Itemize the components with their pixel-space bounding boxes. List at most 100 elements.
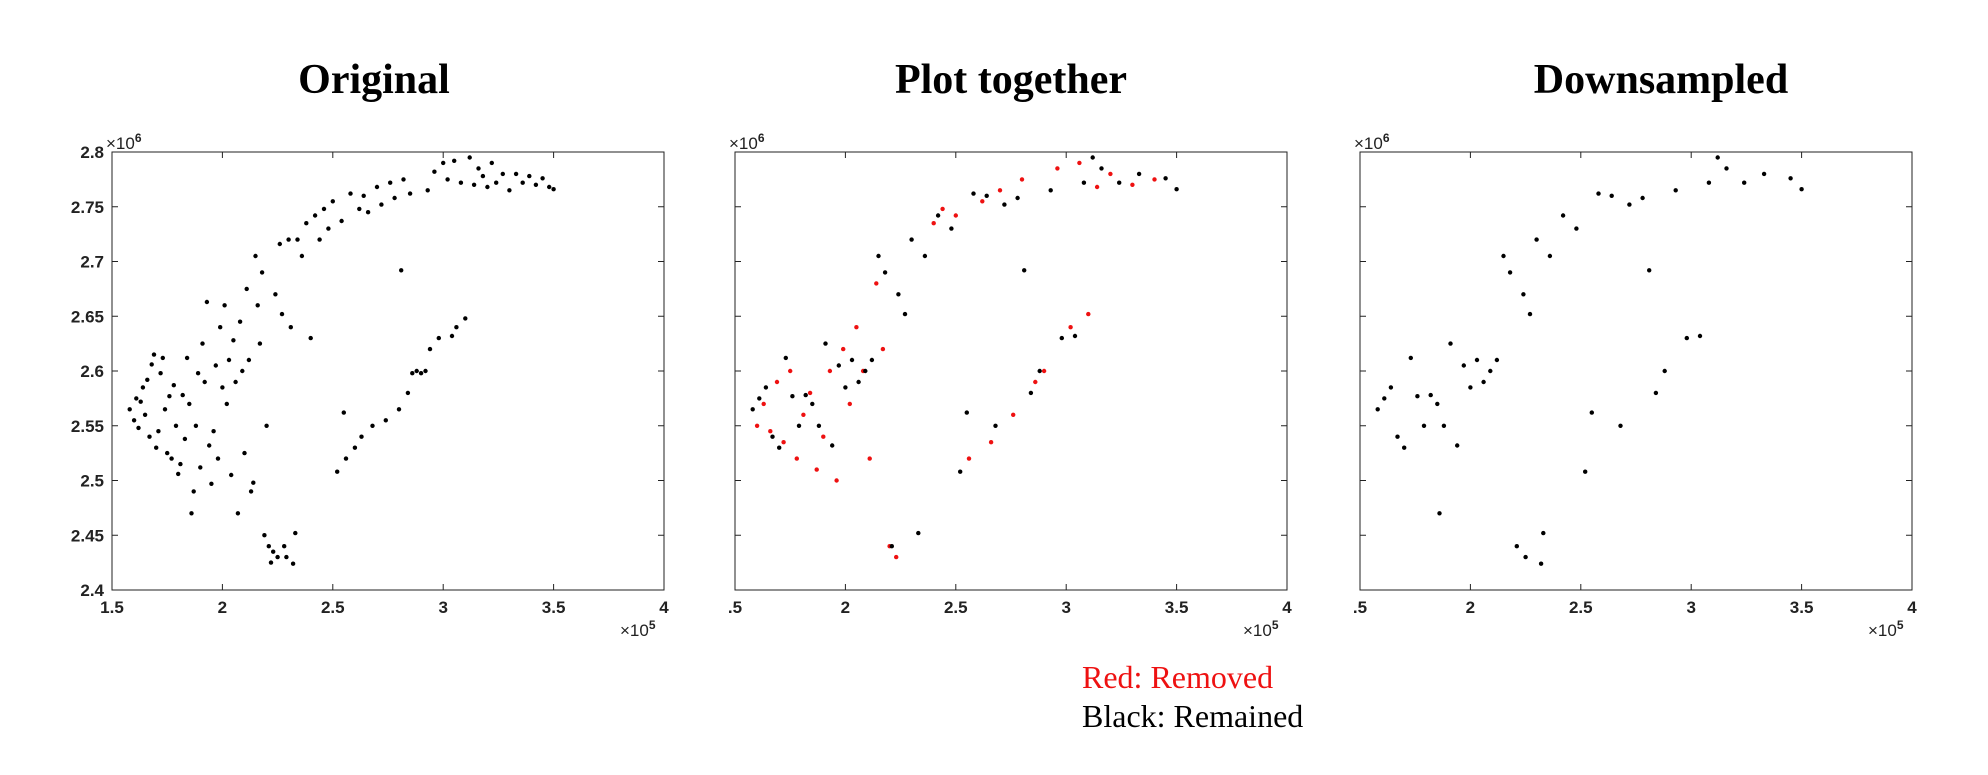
y-tick-label: 2.45 — [71, 526, 104, 545]
point-remained — [1514, 544, 1520, 549]
point-remained — [849, 357, 855, 363]
chart-title: Original — [298, 57, 450, 103]
point-remained — [527, 173, 532, 179]
point-remained — [209, 481, 214, 486]
point-remained — [1037, 368, 1042, 374]
point-removed — [801, 412, 806, 417]
point-remained — [211, 429, 216, 434]
point-remained — [876, 253, 881, 259]
point-remained — [540, 176, 545, 181]
point-removed — [1094, 184, 1100, 190]
point-remained — [777, 445, 782, 450]
point-remained — [1523, 554, 1528, 560]
point-remained — [803, 392, 808, 398]
point-remained — [200, 341, 205, 346]
point-remained — [445, 177, 450, 182]
x-tick-label: 4 — [1907, 598, 1917, 617]
point-remained — [1428, 392, 1433, 398]
y-tick-label: 2.6 — [80, 362, 104, 381]
point-remained — [958, 469, 963, 474]
point-remained — [1697, 333, 1703, 339]
point-remained — [1574, 226, 1579, 231]
point-remained — [215, 456, 221, 461]
point-remained — [160, 355, 165, 361]
x-tick-label: 3.5 — [542, 598, 566, 617]
scatter-marks — [127, 155, 556, 566]
point-remained — [757, 396, 762, 401]
x-multiplier-base: ×10 — [620, 621, 649, 640]
point-remained — [399, 268, 404, 273]
point-remained — [1547, 253, 1553, 259]
point-remained — [189, 511, 194, 516]
point-remained — [1408, 355, 1414, 361]
point-remained — [513, 171, 519, 177]
x-tick-label: 4 — [1282, 598, 1292, 617]
point-remained — [1481, 379, 1486, 385]
point-removed — [997, 188, 1003, 193]
point-remained — [178, 461, 183, 467]
point-remained — [471, 182, 477, 187]
point-remained — [407, 191, 413, 196]
point-remained — [140, 385, 146, 390]
point-remained — [507, 188, 512, 193]
point-remained — [176, 471, 181, 477]
point-remained — [1583, 469, 1588, 474]
y-tick-label: 2.5 — [80, 472, 104, 491]
y-multiplier-exponent: 6 — [758, 131, 765, 145]
point-remained — [312, 213, 318, 218]
point-remained — [489, 160, 494, 166]
point-remained — [1072, 333, 1078, 339]
point-remained — [154, 445, 159, 450]
x-multiplier-base: ×10 — [1243, 621, 1272, 640]
point-remained — [266, 544, 271, 549]
point-removed — [788, 368, 793, 374]
point-remained — [288, 325, 293, 330]
point-remained — [396, 407, 402, 412]
y-tick-label: 2.4 — [80, 581, 104, 600]
plot-frame — [1359, 151, 1913, 591]
point-removed — [953, 213, 958, 218]
point-remained — [134, 396, 139, 401]
point-removed — [1077, 160, 1082, 166]
point-remained — [295, 237, 300, 242]
point-remained — [1627, 202, 1632, 207]
point-remained — [882, 270, 888, 275]
point-remained — [169, 456, 174, 461]
y-multiplier: ×106 — [1354, 131, 1390, 153]
point-removed — [931, 221, 936, 226]
point-remained — [1589, 410, 1595, 415]
point-remained — [533, 182, 539, 187]
point-remained — [790, 394, 795, 399]
point-remained — [1640, 195, 1645, 201]
point-remained — [816, 423, 822, 428]
y-tick-label: 2.7 — [80, 253, 104, 272]
x-tick-label: 3.5 — [1790, 598, 1814, 617]
point-remained — [1437, 511, 1442, 516]
point-remained — [441, 160, 446, 166]
point-remained — [365, 210, 371, 215]
point-remained — [1174, 187, 1179, 192]
point-removed — [794, 456, 799, 461]
point-remained — [262, 533, 267, 538]
x-tick-label: 2 — [218, 598, 227, 617]
y-tick-label: 2.75 — [71, 198, 104, 217]
point-remained — [202, 379, 207, 385]
point-remained — [830, 443, 835, 448]
point-removed — [841, 346, 846, 352]
point-remained — [770, 434, 775, 439]
point-removed — [1086, 311, 1091, 317]
point-remained — [863, 368, 868, 374]
point-remained — [783, 355, 788, 361]
point-remained — [993, 423, 998, 428]
point-removed — [874, 281, 879, 286]
point-remained — [233, 379, 238, 385]
point-remained — [1388, 385, 1394, 390]
x-tick-label: 3 — [1061, 598, 1070, 617]
point-remained — [1684, 335, 1690, 341]
point-remained — [1541, 530, 1546, 536]
point-remained — [1788, 176, 1793, 181]
point-remained — [156, 429, 161, 434]
point-remained — [293, 530, 298, 536]
legend-removed: Red: Removed — [1082, 659, 1273, 695]
point-removed — [940, 206, 945, 212]
